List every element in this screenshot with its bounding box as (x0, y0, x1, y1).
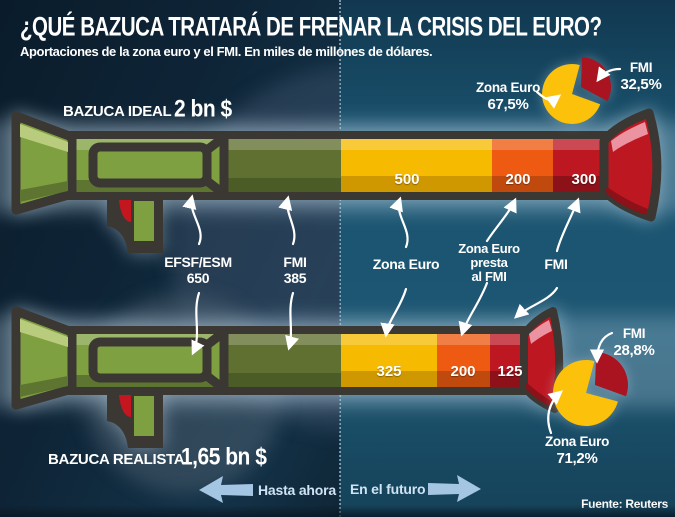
footer-future-label: En el futuro (350, 481, 426, 497)
pie-realista-zona-euro-label: Zona Euro 71,2% (545, 433, 609, 467)
arrow-fmi-mid-up (278, 195, 296, 246)
pie-realista-zona-euro-pct: 71,2% (556, 450, 598, 467)
segment-presta-shade (492, 176, 553, 192)
pie-ideal-zona-euro-pct: 67,5% (487, 96, 529, 113)
pie-realista-fmi-pct: 28,8% (613, 342, 655, 359)
realista-name: BAZUCA REALISTA (48, 451, 185, 468)
segment-fmi-existing-shade (222, 373, 341, 387)
pie-realista-fmi-name: FMI (622, 326, 646, 341)
rear-flare-shade (605, 187, 648, 215)
bazooka-realista (11, 306, 564, 448)
sight (88, 337, 212, 383)
sight-funnel (202, 327, 229, 394)
arrow-efsf-down (191, 291, 205, 356)
label-efsf: EFSF/ESM 650 (164, 254, 232, 286)
ideal-seg-presta-value: 200 (505, 171, 531, 188)
bottom-shade (0, 505, 675, 517)
pie-ideal-fmi-label: FMI 32,5% (620, 59, 661, 93)
muzzle-shade (20, 376, 68, 397)
muzzle-highlight (20, 319, 68, 347)
pie-realista-zona-euro-name: Zona Euro (544, 434, 610, 449)
rear-flare-highlight (529, 320, 552, 344)
realista-seg-presta-value: 200 (450, 363, 476, 380)
tube-highlight (70, 139, 606, 150)
label-presta: Zona Euro presta al FMI (458, 242, 520, 284)
pie-slice-zona-euro (542, 63, 601, 124)
label-fmi-existing: FMI 385 (283, 254, 307, 286)
muzzle-highlight (20, 124, 68, 152)
arrow-efsf-up (182, 194, 202, 246)
subtitle: Aportaciones de la zona euro y el FMI. E… (20, 44, 433, 59)
background-future-panel (340, 0, 675, 517)
realista-total: 1,65 bn $ (181, 444, 267, 471)
label-fmi-future: FMI (544, 256, 568, 272)
past-arrow-icon (199, 476, 253, 503)
arrow-fmi-future-down (514, 286, 559, 319)
grip (134, 396, 154, 436)
pie-ideal (542, 57, 612, 124)
arrow-zona-euro-down (380, 287, 408, 338)
ideal-seg-fmi-value: 300 (571, 171, 597, 188)
pie-ideal-zona-euro-name: Zona Euro (475, 80, 541, 95)
segment-fmi-future-shade (553, 176, 606, 192)
arrow-fmi-future-up (555, 197, 581, 253)
rear-flare-highlight (611, 122, 648, 152)
label-fmi-existing-name: FMI (283, 254, 307, 270)
arrow-presta-up (485, 197, 517, 243)
label-presta-line2: presta (470, 255, 508, 270)
ideal-seg-zona-euro-value: 500 (394, 171, 420, 188)
label-presta-line1: Zona Euro (458, 241, 520, 256)
realista-seg-fmi-value: 125 (497, 363, 523, 380)
sight (88, 142, 212, 188)
pie-realista-fmi-label: FMI 28,8% (613, 325, 654, 359)
rear-flare-shade (525, 383, 553, 407)
annotation-arrows (182, 66, 622, 435)
realista-seg-zona-euro-value: 325 (376, 363, 402, 380)
ideal-name: BAZUCA IDEAL (63, 103, 172, 120)
trigger (119, 200, 131, 222)
segment-zona-euro-shade (341, 176, 492, 192)
segment-presta-shade (437, 371, 490, 387)
segment-fmi-existing-shade (222, 178, 341, 192)
arrow-pie-realista-fmi (589, 331, 614, 364)
segment-fmi-future-shade (490, 371, 524, 387)
arrow-pie-realista-zona (547, 390, 564, 435)
pie-ideal-zona-euro-label: Zona Euro 67,5% (476, 79, 540, 113)
arrow-pie-ideal-fmi (596, 66, 622, 83)
grip (134, 201, 154, 241)
bazooka-ideal (11, 108, 662, 253)
arrow-pie-ideal-zona (535, 90, 562, 109)
arrow-fmi-mid-down (285, 291, 299, 351)
label-zona-euro-future: Zona Euro (372, 256, 440, 272)
pie-slice-fmi (581, 57, 612, 102)
arrow-presta-down (458, 281, 489, 337)
pie-ideal-fmi-pct: 32,5% (620, 76, 662, 93)
page-title: ¿QUÉ BAZUCA TRATARÁ DE FRENAR LA CRISIS … (20, 11, 602, 42)
label-fmi-existing-value: 385 (283, 270, 307, 286)
segment-zona-euro-shade (341, 371, 437, 387)
arrow-zona-euro-up (389, 196, 409, 249)
sight-funnel (202, 132, 229, 199)
muzzle-shade (20, 181, 68, 202)
pie-slice-zona-euro (553, 359, 618, 426)
pie-ideal-fmi-name: FMI (629, 60, 653, 75)
ideal-total: 2 bn $ (174, 96, 232, 123)
future-arrow-icon (428, 475, 481, 502)
label-presta-line3: al FMI (471, 269, 507, 284)
trigger (119, 395, 131, 417)
label-efsf-name: EFSF/ESM (164, 254, 232, 270)
footer-past-label: Hasta ahora (258, 482, 336, 498)
label-efsf-value: 650 (186, 270, 210, 286)
